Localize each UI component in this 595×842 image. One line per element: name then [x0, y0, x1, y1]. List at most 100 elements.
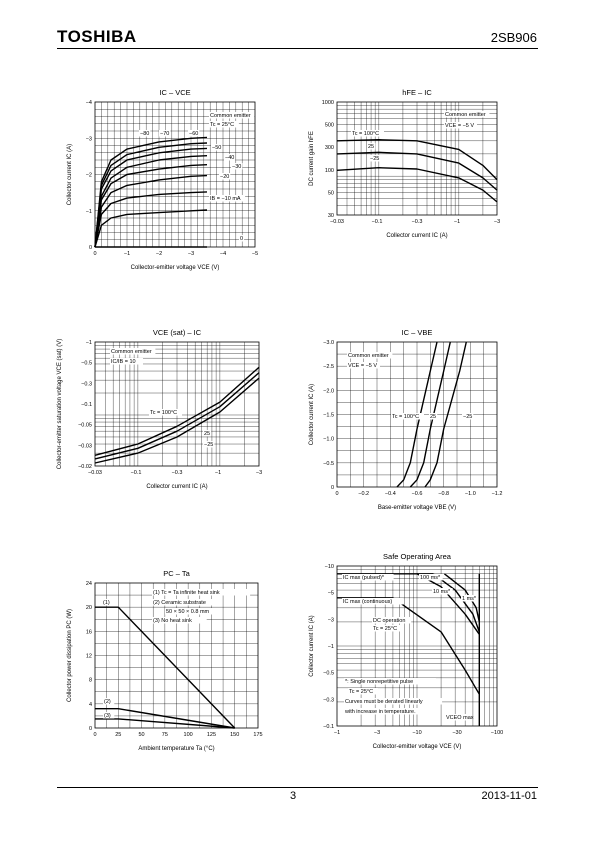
- plot-frame: [336, 101, 498, 216]
- curve-label: −80: [140, 131, 149, 137]
- y-tick-label: −10: [325, 564, 334, 570]
- x-tick-label: 75: [162, 732, 168, 738]
- y-axis-label: Collector current IC (A): [309, 615, 315, 676]
- y-axis-label: Collector current IC (A): [309, 384, 315, 445]
- note-bg: [209, 121, 239, 128]
- note-bg: [348, 688, 378, 695]
- x-tick-label: 0: [93, 251, 96, 257]
- y-tick-label: −3: [86, 136, 92, 142]
- y-tick-label: −0.03: [78, 443, 92, 449]
- curve-label: −25: [370, 156, 379, 162]
- curve-label: (3): [104, 713, 111, 719]
- series-line: [336, 138, 498, 181]
- chart-note: *: Single nonrepetitive pulse: [345, 679, 413, 685]
- chart-note: Common emitter: [210, 113, 251, 119]
- x-tick-label: −100: [491, 730, 503, 736]
- curve-label-bg: [102, 599, 114, 606]
- y-tick-label: −0.1: [81, 402, 92, 408]
- y-tick-label: 8: [89, 678, 92, 684]
- toshiba-logo: TOSHIBA: [57, 27, 137, 46]
- curve-label-bg: [209, 195, 246, 202]
- series-line: [94, 191, 208, 248]
- y-tick-label: 4: [89, 702, 92, 708]
- x-tick-label: −0.03: [330, 219, 344, 225]
- part-number: 2SB906: [490, 30, 537, 45]
- curve-label-bg: [103, 712, 115, 719]
- curve-label: −25: [204, 442, 213, 448]
- x-tick-label: −0.6: [412, 491, 423, 497]
- series-line: [95, 606, 236, 729]
- chart-note: VCE = −5 V: [348, 363, 377, 369]
- y-tick-label: −2: [86, 173, 92, 179]
- note-bg: [444, 122, 477, 129]
- y-tick-label: −0.3: [323, 697, 334, 703]
- x-tick-label: 150: [230, 732, 239, 738]
- page-number: 3: [290, 790, 297, 802]
- y-tick-label: 0: [331, 485, 334, 491]
- note-bg: [110, 348, 156, 355]
- note-bg: [344, 678, 436, 685]
- curve-label-bg: [159, 130, 171, 137]
- x-tick-label: −1: [124, 251, 130, 257]
- x-axis-label: Collector current IC (A): [386, 233, 447, 239]
- x-tick-label: −1.0: [465, 491, 476, 497]
- x-tick-label: −2: [156, 251, 162, 257]
- series-line: [336, 166, 498, 203]
- plot-frame: [336, 341, 498, 488]
- chart-title: VCE (sat) – IC: [153, 328, 202, 337]
- curve-label-bg: [367, 143, 376, 150]
- note-bg: [209, 112, 255, 119]
- series-line: [416, 573, 480, 635]
- y-tick-label: −3: [328, 617, 334, 623]
- x-tick-label: −1: [215, 470, 221, 476]
- x-tick-label: −1.2: [492, 491, 503, 497]
- curve-label: VCEO max: [446, 715, 474, 721]
- y-tick-label: −0.5: [81, 361, 92, 367]
- x-tick-label: 50: [139, 732, 145, 738]
- y-tick-label: 12: [86, 654, 92, 660]
- series-line: [95, 708, 235, 729]
- curve-label: DC operation: [373, 618, 405, 624]
- series-line: [396, 341, 438, 488]
- y-tick-label: −1: [328, 644, 334, 650]
- series-line: [94, 372, 260, 460]
- curve-label: (2): [104, 699, 111, 705]
- curve-label-bg: [231, 163, 243, 170]
- y-tick-label: 16: [86, 629, 92, 635]
- series-line: [94, 136, 208, 248]
- curve-label-bg: [372, 625, 402, 632]
- chart-note: (2) Ceramic substrate: [153, 600, 206, 606]
- note-bg: [344, 708, 436, 715]
- curve-label-bg: [351, 130, 384, 137]
- y-tick-label: −0.5: [323, 461, 334, 467]
- curve-label: Tc = 25°C: [373, 626, 397, 632]
- y-tick-label: −0.3: [81, 381, 92, 387]
- curve-label: 25: [204, 431, 210, 437]
- document-date: 2013-11-01: [481, 790, 537, 802]
- x-tick-label: −1: [454, 219, 460, 225]
- x-tick-label: −0.4: [385, 491, 396, 497]
- chart-note: Common emitter: [348, 353, 389, 359]
- curve-label-bg: [369, 155, 381, 162]
- curve-label-bg: [432, 588, 453, 595]
- curve-label: −70: [160, 131, 169, 137]
- chart-title: hFE – IC: [402, 88, 432, 97]
- x-axis-label: Collector-emitter voltage VCE (V): [131, 265, 220, 271]
- chart-note: Common emitter: [111, 349, 152, 355]
- note-bg: [347, 352, 393, 359]
- y-tick-label: 100: [325, 168, 334, 174]
- y-tick-label: 0: [89, 726, 92, 732]
- curve-label-bg: [224, 154, 236, 161]
- curve-label: −40: [225, 155, 234, 161]
- series-line: [94, 164, 208, 248]
- curve-label: Tc = 100°C: [392, 414, 419, 420]
- y-tick-label: −4: [86, 100, 92, 106]
- curve-label: Tc = 100°C: [150, 410, 177, 416]
- series-line: [94, 142, 208, 248]
- x-tick-label: −3: [374, 730, 380, 736]
- x-tick-label: −30: [452, 730, 461, 736]
- x-tick-label: 125: [207, 732, 216, 738]
- curve-label-bg: [391, 413, 424, 420]
- x-tick-label: −0.2: [358, 491, 369, 497]
- curve-label-bg: [462, 413, 474, 420]
